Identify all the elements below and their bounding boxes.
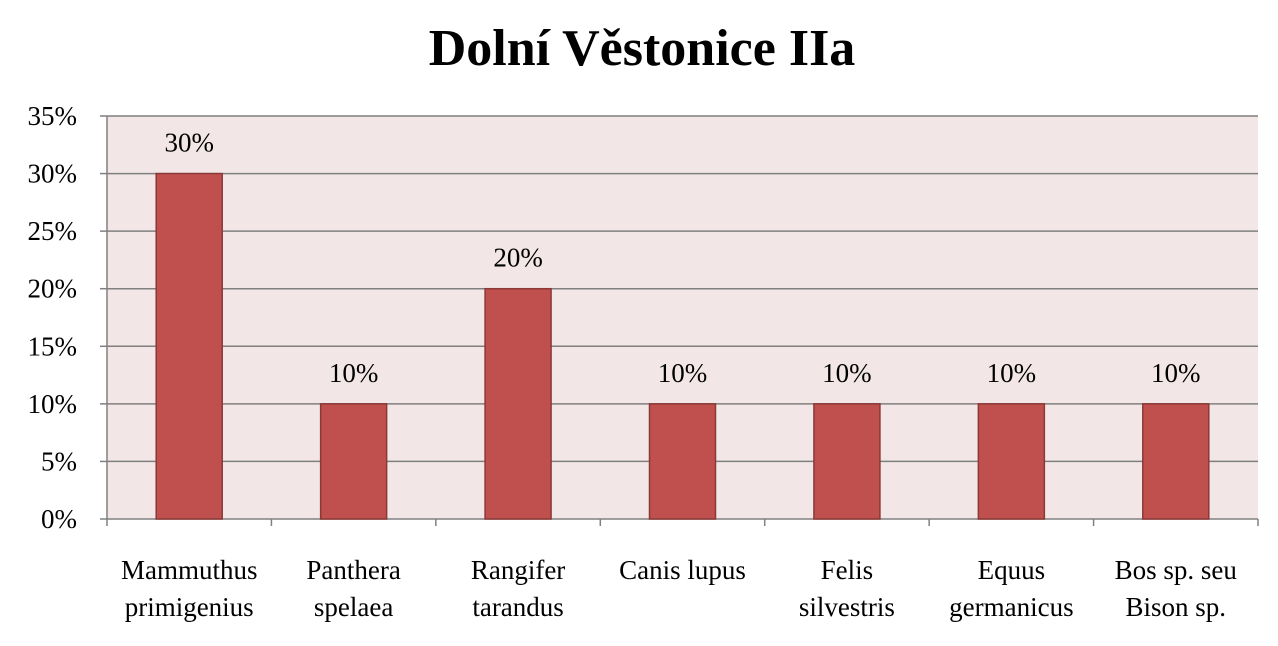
bar	[319, 403, 388, 520]
x-tick-label: Rangifer	[471, 555, 565, 585]
data-label: 10%	[1151, 358, 1201, 388]
y-tick-label: 10%	[28, 389, 78, 419]
y-tick-label: 5%	[41, 446, 77, 476]
bar	[155, 172, 223, 520]
y-tick-label: 20%	[28, 274, 78, 304]
y-tick-label: 0%	[41, 504, 77, 534]
x-tick-label: Mammuthus	[121, 555, 258, 585]
labels: 0% 5% 10% 15% 20% 25% 30% 35% 30% Mammuthus primig…	[28, 101, 1238, 622]
data-label: 30%	[164, 128, 214, 158]
data-label: 10%	[822, 358, 872, 388]
y-tick-label: 25%	[28, 216, 78, 246]
y-tick-label: 35%	[28, 101, 78, 131]
y-tick-label: 30%	[28, 159, 78, 189]
x-tick-label: spelaea	[314, 592, 393, 622]
bars	[155, 172, 1210, 520]
data-label: 10%	[658, 358, 708, 388]
data-label: 10%	[329, 358, 379, 388]
x-tick-label: Equus	[978, 555, 1046, 585]
bar	[484, 287, 552, 520]
data-label: 10%	[987, 358, 1037, 388]
x-tick-label: silvestris	[799, 592, 895, 622]
x-tick-label: germanicus	[949, 592, 1073, 622]
chart-title: Dolní Věstonice IIa	[429, 20, 856, 77]
y-tick-label: 15%	[28, 331, 78, 361]
bar	[813, 403, 881, 520]
x-tick-label: tarandus	[472, 592, 563, 622]
bar	[648, 403, 717, 520]
x-tick-label: Bison sp.	[1126, 592, 1227, 622]
x-tick-label: Canis lupus	[619, 555, 746, 585]
x-tick-label: Bos sp. seu	[1115, 555, 1238, 585]
data-label: 20%	[493, 243, 543, 273]
bar	[1142, 403, 1210, 520]
x-tick-label: primigenius	[125, 592, 254, 622]
bar	[977, 403, 1046, 520]
x-tick-label: Felis	[821, 555, 874, 585]
x-tick-label: Panthera	[306, 555, 400, 585]
